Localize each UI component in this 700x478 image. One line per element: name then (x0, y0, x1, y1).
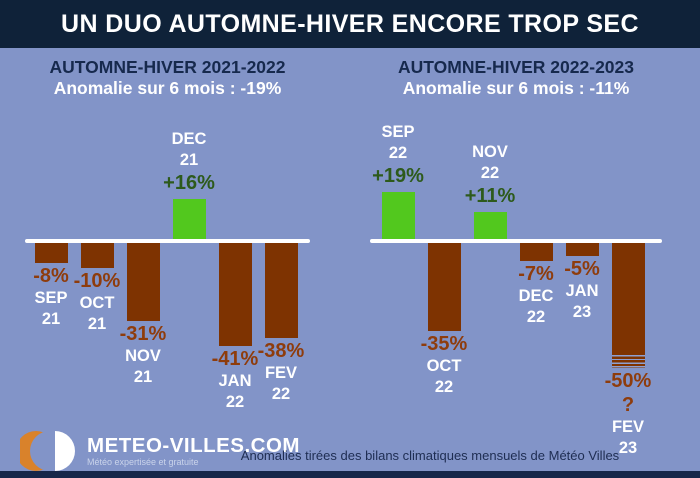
panel-title: AUTOMNE-HIVER 2021-2022 (49, 57, 286, 77)
panel-anomaly-subtitle: Anomalie sur 6 mois : -19% (53, 78, 282, 98)
logo-text: METEO-VILLES.COM Météo expertisée et gra… (87, 433, 300, 468)
axis-baseline (370, 239, 662, 243)
bar-sep-22 (381, 191, 415, 239)
bar-year-label: 22 (526, 307, 546, 326)
bar-value-label: -10% (73, 270, 121, 292)
bar-labels-oct-21: -10% OCT 21 (66, 269, 128, 335)
logo-site-name: METEO-VILLES.COM (87, 433, 300, 457)
bar-year-label: 22 (225, 392, 245, 411)
panel-header-2022-2023: AUTOMNE-HIVER 2022-2023 Anomalie sur 6 m… (368, 57, 664, 99)
bar-labels-nov-21: -31% NOV 21 (112, 322, 174, 388)
bar-labels-fev-22: -38% FEV 22 (250, 339, 312, 405)
bar-month-label: DEC (171, 130, 207, 148)
panel-anomaly-subtitle: Anomalie sur 6 mois : -11% (402, 78, 630, 98)
bar-value-label: +19% (372, 164, 424, 187)
bar-labels-oct-22: -35% OCT 22 (413, 332, 475, 398)
page-title: UN DUO AUTOMNE-HIVER ENCORE TROP SEC (61, 9, 639, 38)
meteo-villes-logo-block: METEO-VILLES.COM Météo expertisée et gra… (20, 429, 300, 473)
panel-title: AUTOMNE-HIVER 2022-2023 (397, 57, 634, 77)
bar-sep-21 (34, 243, 68, 263)
bar-year-label: 22 (388, 143, 408, 162)
bar-dec-22 (519, 243, 553, 261)
bar-value-label: -35% (420, 332, 468, 355)
bar-month-label: FEV (264, 364, 298, 382)
bar-value-label: -38% (257, 340, 305, 362)
bar-labels-sep-21: -8% SEP 21 (20, 264, 82, 330)
bar-month-label: JAN (218, 371, 252, 390)
bar-oct-22 (427, 243, 461, 331)
bar-value-label: +11% (464, 184, 516, 207)
bar-month-label: FEV (611, 418, 645, 436)
bar-year-label: 22 (271, 385, 291, 403)
bar-value-label: -5% (564, 257, 600, 280)
source-note: Anomalies tirées des bilans climatiques … (240, 448, 620, 463)
bar-oct-21 (80, 243, 114, 268)
bar-year-label: 21 (41, 310, 61, 328)
bar-jan-23 (565, 243, 599, 256)
bar-labels-jan-23: -5% JAN 23 (551, 257, 613, 323)
bar-month-label: SEP (381, 122, 415, 141)
bar-labels-dec-22: -7% DEC 22 (505, 262, 567, 328)
panel-header-2021-2022: AUTOMNE-HIVER 2021-2022 Anomalie sur 6 m… (25, 57, 310, 99)
bar-labels-nov-22: NOV 22 +11% (459, 142, 521, 208)
bar-dec-21 (172, 199, 206, 239)
bar-month-label: DEC (518, 286, 554, 305)
bar-value-label: -8% (33, 265, 69, 287)
bar-month-label: NOV (125, 346, 161, 365)
sun-moon-logo-icon (20, 431, 75, 471)
bar-year-label: 23 (572, 302, 592, 321)
bar-month-label: SEP (34, 289, 68, 307)
bar-month-label: OCT (79, 294, 115, 312)
bottom-strip (0, 471, 700, 478)
logo-tagline: Météo expertisée et gratuite (87, 456, 199, 467)
title-bar: UN DUO AUTOMNE-HIVER ENCORE TROP SEC (0, 0, 700, 48)
bar-year-label: 21 (179, 151, 199, 169)
bar-value-label: +16% (163, 172, 215, 194)
bar-value-label: -50% ? (604, 370, 652, 416)
bar-year-label: 22 (434, 377, 454, 396)
bar-labels-sep-22: SEP 22 +19% (367, 122, 429, 188)
bar-value-label: -31% (119, 322, 167, 345)
bar-nov-22 (473, 211, 507, 239)
bar-year-label: 21 (87, 315, 107, 333)
bar-nov-21 (126, 243, 160, 321)
bar-month-label: NOV (472, 142, 508, 161)
bar-value-label: -41% (211, 347, 259, 370)
bar-labels-dec-21: DEC 21 +16% (158, 129, 220, 195)
estimated-value-stripes (611, 353, 645, 368)
bar-month-label: OCT (426, 356, 462, 375)
bar-fev-22 (264, 243, 298, 338)
bar-year-label: 22 (480, 163, 500, 182)
bar-value-label: -7% (518, 262, 554, 285)
bar-fev-23 (611, 243, 645, 368)
bar-labels-fev-23: -50% ? FEV 23 (597, 369, 659, 459)
logo-white-half-disc (55, 431, 75, 471)
bar-month-label: JAN (565, 281, 599, 300)
bar-jan-22 (218, 243, 252, 346)
bar-labels-jan-22: -41% JAN 22 (204, 347, 266, 413)
bar-year-label: 21 (133, 367, 153, 386)
bar-year-label: 23 (618, 439, 638, 457)
axis-baseline (25, 239, 310, 243)
